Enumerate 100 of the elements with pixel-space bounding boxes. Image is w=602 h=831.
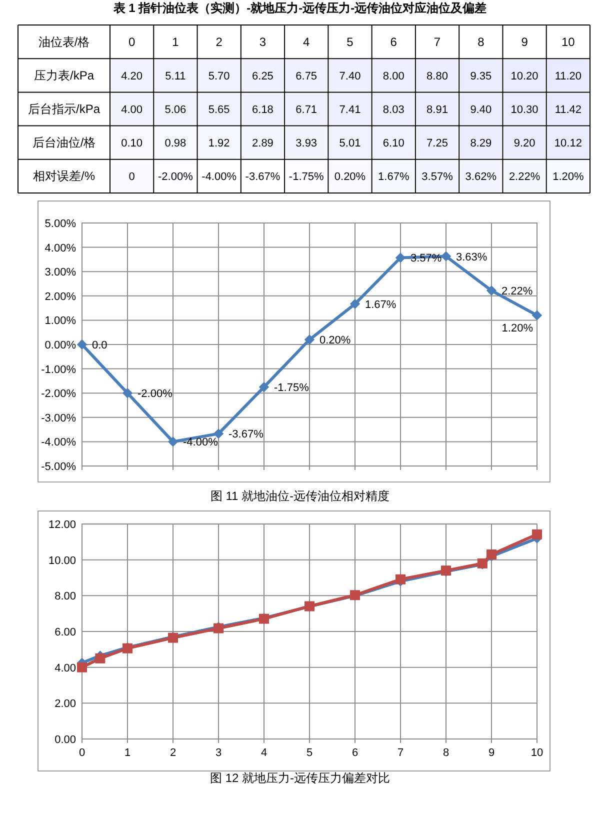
y-tick-label: 8.00 [54,590,76,603]
y-tick-label: 0.00 [54,734,76,746]
data-label: 3.93 [296,138,318,150]
text: 图 11 就地油位-远传油位相对精度 [210,489,390,503]
y-tick-label: 4.00 [54,662,76,674]
data-label: 0.20% [320,334,351,347]
y-tick-label: 5.00% [44,218,76,230]
x-tick-label: 10 [530,747,544,759]
data-label: 9.40 [470,104,492,116]
data-label: 3.63% [456,251,488,264]
data-label: 6.75 [296,70,318,82]
x-tick-label: 5 [346,34,354,49]
data-label: 6.71 [296,104,318,116]
x-tick-label: 9 [488,747,495,759]
x-tick-label: 7 [397,747,404,759]
data-label: 8.00 [382,70,404,82]
point [304,334,315,345]
point [532,529,542,540]
data-label: 6.10 [382,138,404,150]
y-tick-label: -5.00% [41,461,76,473]
point [76,339,88,350]
point [258,382,270,392]
data-label: -3.67% [228,428,264,441]
x-tick-label: 3 [259,34,266,49]
x-tick-label: 9 [521,34,528,49]
point [122,388,133,398]
data-label: -1.75% [274,382,310,394]
x-tick-label: 0 [128,34,136,49]
point [350,298,360,310]
point [532,310,542,320]
point [440,251,452,262]
data-label: 0.10 [121,138,143,150]
y-tick-label: 2.00 [54,698,76,710]
x-tick-label: 6 [390,34,398,49]
point [95,653,106,664]
data-label: 2.22% [508,171,540,184]
x-axis-title: 油位表/格 [38,34,90,49]
data-label: -3.67% [245,171,280,184]
point [168,436,178,447]
x-tick-label: 8 [478,34,485,49]
data-label: 11.42 [554,104,582,116]
y-tick-label: 相对误差/% [32,169,96,184]
y-tick-label: 12.00 [48,519,76,531]
x-tick-label: 8 [442,747,450,759]
data-label: -2.00% [158,171,194,184]
y-tick-label: 4.00% [44,242,76,254]
data-label: 5.06 [164,104,186,116]
data-label: 7.25 [426,138,448,150]
data-label: 0.0 [92,340,108,352]
data-label: 2.22% [502,286,533,298]
x-tick-label: 5 [306,747,313,759]
data-label: -2.00% [138,388,173,400]
x-tick-label: 3 [215,747,222,759]
point [213,428,224,439]
data-label: 0.98 [164,138,186,150]
data-label: 10.12 [554,138,582,150]
x-tick-label: 2 [216,34,223,49]
data-label: 1.20% [552,171,584,184]
text: 图 12 就地压力-远传压力偏差对比 [210,771,390,785]
point [395,252,406,263]
data-label: 1.67% [378,171,410,184]
y-tick-label: 0.00% [44,340,76,352]
y-tick-label: 10.00 [48,554,76,567]
y-tick-label: 1.00% [44,315,76,328]
data-label: 9.35 [470,70,492,82]
data-label: 8.03 [382,104,404,116]
y-tick-label: 后台油位/格 [32,136,96,150]
data-label: 3.57% [422,171,454,184]
data-label: 9.20 [514,138,536,150]
x-tick-label: 4 [260,747,268,759]
data-label: 11.20 [554,70,582,82]
point [486,285,497,296]
data-label: 5.65 [208,104,230,116]
y-tick-label: 压力表/kPa [34,68,94,82]
data-label: 1.92 [208,138,230,150]
data-label: 0.20% [334,171,366,184]
x-tick-label: 7 [434,34,441,49]
data-label: 2.89 [252,138,274,150]
data-label: 4.20 [121,70,143,82]
data-label: 1.67% [365,298,396,311]
data-label: -1.75% [288,171,324,184]
data-label: 10.20 [510,70,538,82]
data-label: -4.00% [183,436,218,449]
y-tick-label: -2.00% [41,388,76,400]
data-label: 5.11 [165,70,186,82]
x-tick-label: 10 [562,34,576,49]
y-tick-label: 6.00 [54,626,76,638]
data-label: 0 [128,171,135,184]
x-tick-label: 2 [170,747,176,759]
data-label: 4.00 [121,104,143,116]
data-label: 5.01 [339,138,361,150]
data-label: 8.91 [426,104,448,116]
data-label: 10.30 [510,104,538,116]
x-tick-label: 1 [172,34,180,49]
data-label: 7.40 [339,70,361,82]
x-tick-label: 6 [352,747,358,759]
chart-title: 表 1 指针油位表（实测）-就地压力-远传压力-远传油位对应油位及偏差 [112,1,487,15]
y-tick-label: -4.00% [41,436,76,449]
data-label: 1.20% [502,322,534,334]
data-label: 8.80 [426,70,448,82]
